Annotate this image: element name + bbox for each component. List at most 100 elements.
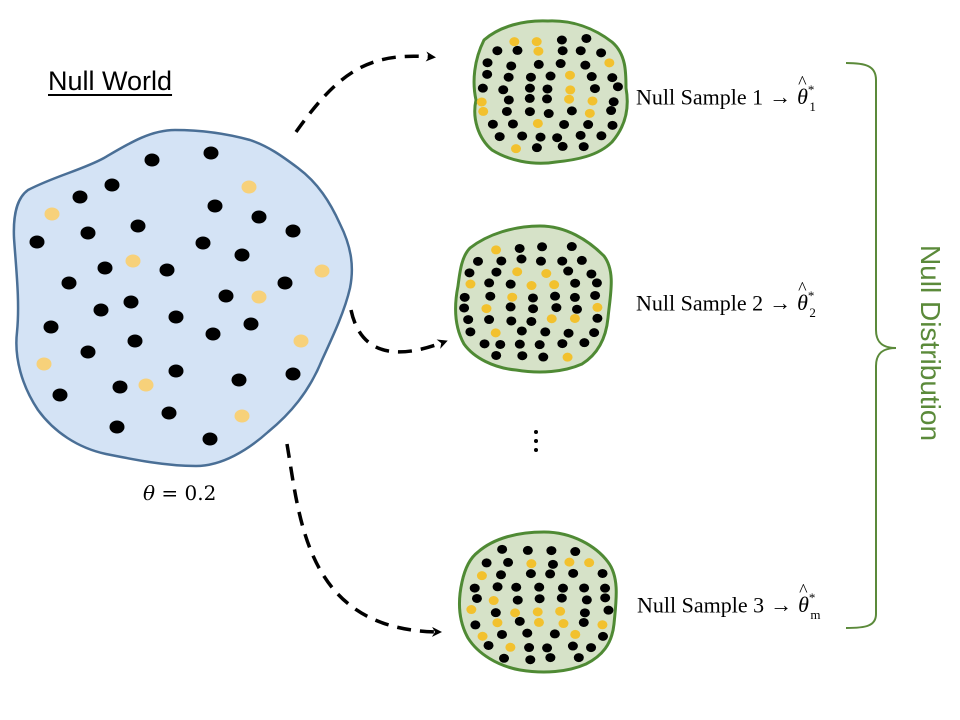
yellow-dot bbox=[465, 279, 476, 289]
yellow-dot bbox=[564, 94, 575, 104]
black-dot bbox=[512, 45, 523, 55]
black-dot bbox=[492, 46, 503, 56]
black-dot bbox=[526, 316, 537, 326]
black-dot bbox=[459, 303, 470, 313]
black-dot bbox=[535, 132, 546, 142]
black-dot bbox=[492, 582, 503, 592]
black-dot bbox=[161, 406, 177, 420]
black-dot bbox=[491, 350, 502, 360]
yellow-dot bbox=[558, 619, 569, 629]
black-dot bbox=[607, 120, 618, 130]
black-dot bbox=[596, 48, 607, 58]
black-dot bbox=[538, 352, 549, 362]
null-sample-1-label: Null Sample 1 → θ ^ *1 bbox=[636, 72, 816, 114]
black-dot bbox=[534, 582, 545, 592]
null-sample-1-dots bbox=[476, 33, 623, 154]
black-dot bbox=[494, 132, 505, 142]
yellow-dot bbox=[526, 559, 537, 569]
yellow-dot bbox=[592, 302, 603, 312]
null-world-population bbox=[12, 128, 354, 468]
black-dot bbox=[464, 268, 475, 278]
yellow-dot bbox=[125, 254, 141, 268]
black-dot bbox=[477, 83, 488, 93]
arrow-to-sample-1 bbox=[294, 51, 436, 134]
black-dot bbox=[545, 71, 556, 81]
black-dot bbox=[573, 653, 584, 663]
black-dot bbox=[525, 72, 536, 82]
yellow-dot bbox=[466, 605, 477, 615]
index-subscript: 1 bbox=[809, 98, 816, 114]
black-dot bbox=[597, 568, 608, 578]
black-dot bbox=[52, 388, 68, 402]
black-dot bbox=[43, 320, 59, 334]
black-dot bbox=[549, 629, 560, 639]
yellow-dot bbox=[597, 620, 608, 630]
black-dot bbox=[497, 629, 508, 639]
black-dot bbox=[506, 61, 517, 71]
black-dot bbox=[534, 594, 545, 604]
null-sample-2-label: Null Sample 2 → θ ^ *2 bbox=[636, 278, 816, 320]
theta-symbol: θ bbox=[143, 481, 156, 505]
yellow-dot bbox=[505, 642, 516, 652]
black-dot bbox=[579, 338, 590, 348]
black-dot bbox=[469, 583, 480, 593]
black-dot bbox=[498, 85, 509, 95]
black-dot bbox=[205, 327, 221, 341]
black-dot bbox=[566, 242, 577, 252]
null-world-dots bbox=[29, 146, 330, 446]
black-dot bbox=[517, 351, 528, 361]
black-dot bbox=[524, 107, 535, 117]
black-dot bbox=[543, 109, 554, 119]
null-world-title: Null World bbox=[48, 66, 173, 96]
yellow-dot bbox=[478, 106, 489, 116]
black-dot bbox=[516, 326, 527, 336]
yellow-dot bbox=[491, 245, 502, 255]
black-dot bbox=[491, 267, 502, 277]
black-dot bbox=[542, 643, 553, 653]
yellow-dot bbox=[562, 352, 573, 362]
black-dot bbox=[514, 243, 525, 253]
yellow-dot bbox=[604, 58, 615, 68]
black-dot bbox=[570, 278, 581, 288]
black-dot bbox=[285, 367, 301, 381]
black-dot bbox=[557, 256, 568, 266]
black-dot bbox=[503, 557, 514, 567]
black-dot bbox=[547, 559, 558, 569]
null-distribution-label: Null Distribution bbox=[915, 244, 946, 442]
yellow-dot bbox=[492, 618, 503, 628]
black-dot bbox=[482, 58, 493, 68]
yellow-dot bbox=[510, 608, 521, 618]
black-dot bbox=[550, 291, 561, 301]
black-dot bbox=[207, 199, 223, 213]
yellow-dot bbox=[314, 264, 330, 278]
black-dot bbox=[525, 569, 536, 579]
black-dot bbox=[218, 289, 234, 303]
black-dot bbox=[503, 72, 514, 82]
sample-name: Null Sample 3 bbox=[637, 592, 765, 618]
black-dot bbox=[586, 643, 597, 653]
black-dot bbox=[80, 345, 96, 359]
black-dot bbox=[557, 141, 568, 151]
black-dot bbox=[80, 226, 96, 240]
black-dot bbox=[545, 653, 556, 663]
black-dot bbox=[578, 142, 589, 152]
index-subscript: 2 bbox=[809, 304, 816, 320]
yellow-dot bbox=[546, 314, 557, 324]
yellow-dot bbox=[36, 357, 52, 371]
right-arrow-icon: → bbox=[770, 592, 793, 618]
yellow-dot bbox=[241, 180, 257, 194]
black-dot bbox=[524, 83, 535, 93]
black-dot bbox=[496, 570, 507, 580]
yellow-dot bbox=[490, 328, 501, 338]
black-dot bbox=[483, 640, 494, 650]
star-superscript: * bbox=[808, 590, 816, 605]
star-superscript: * bbox=[807, 288, 815, 303]
black-dot bbox=[525, 655, 536, 665]
black-dot bbox=[511, 582, 522, 592]
sample-name: Null Sample 1 bbox=[636, 84, 764, 110]
black-dot bbox=[479, 339, 490, 349]
index-subscript: m bbox=[810, 606, 821, 622]
black-dot bbox=[497, 544, 508, 554]
black-dot bbox=[522, 628, 533, 638]
black-dot bbox=[542, 84, 553, 94]
